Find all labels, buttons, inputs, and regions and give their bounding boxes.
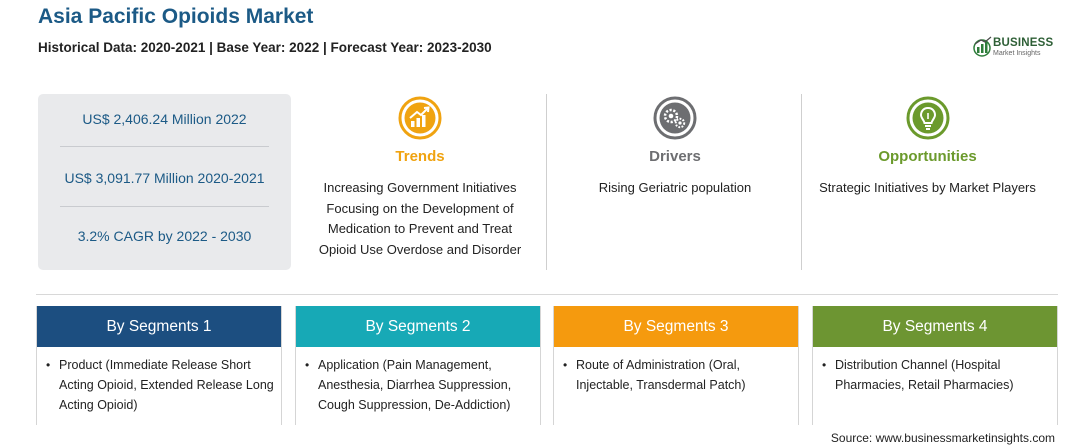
bar-chart-globe-icon	[973, 36, 992, 57]
stat-market-value-2020-2021: US$ 3,091.77 Million 2020-2021	[64, 170, 265, 186]
drivers-heading: Drivers	[649, 148, 701, 165]
segment-1-line: Product (Immediate Release Short	[59, 358, 251, 372]
segment-card-2: By Segments 2 • Application (Pain Manage…	[295, 306, 541, 425]
page-title: Asia Pacific Opioids Market	[38, 5, 314, 28]
stat-cagr: 3.2% CAGR by 2022 - 2030	[77, 228, 252, 244]
segment-3-body: • Route of Administration (Oral, Injecta…	[554, 347, 798, 395]
growth-chart-icon	[398, 96, 442, 140]
stat-divider	[60, 206, 269, 207]
trends-line: Opioid Use Overdose and Disorder	[318, 241, 522, 257]
segment-2-line: Cough Suppression, De-Addiction)	[318, 398, 511, 412]
logo-name: BUSINESS	[993, 37, 1054, 49]
segment-3-line: Injectable, Transdermal Patch)	[576, 378, 746, 392]
segment-card-3: By Segments 3 • Route of Administration …	[553, 306, 799, 425]
trends-text: Increasing Government Initiatives Focusi…	[300, 178, 540, 260]
segment-3-title: By Segments 3	[554, 306, 798, 347]
opportunities-line: Strategic Initiatives by Market Players	[819, 180, 1036, 195]
segment-4-line: Pharmacies, Retail Pharmacies)	[835, 378, 1014, 392]
section-divider	[36, 294, 1058, 295]
trends-heading: Trends	[395, 148, 445, 165]
bullet-icon: •	[305, 358, 310, 372]
segment-4-title: By Segments 4	[813, 306, 1057, 347]
segment-1-title: By Segments 1	[37, 306, 281, 347]
column-divider	[546, 94, 547, 270]
segment-card-4: By Segments 4 • Distribution Channel (Ho…	[812, 306, 1058, 425]
gears-icon	[653, 96, 697, 140]
trends-line: Increasing Government Initiatives	[323, 180, 517, 195]
company-logo: BUSINESS Market Insights	[973, 36, 1063, 62]
segment-1-body: • Product (Immediate Release Short Actin…	[37, 347, 281, 415]
segment-3-line: Route of Administration (Oral,	[576, 358, 740, 372]
trends-line: Medication to Prevent and Treat	[327, 221, 513, 236]
stat-market-value-2022: US$ 2,406.24 Million 2022	[82, 111, 247, 127]
lightbulb-icon	[906, 96, 950, 140]
trends-line: Focusing on the Development of	[326, 200, 514, 216]
segment-2-title: By Segments 2	[296, 306, 540, 347]
segment-2-body: • Application (Pain Management, Anesthes…	[296, 347, 540, 415]
opportunities-heading: Opportunities	[878, 148, 977, 165]
segment-2-line: Application (Pain Management,	[318, 358, 492, 372]
segment-1-line: Acting Opioid)	[59, 398, 138, 412]
column-divider	[801, 94, 802, 270]
logo-tagline: Market Insights	[993, 50, 1041, 57]
source-credit: Source: www.businessmarketinsights.com	[830, 431, 1055, 445]
segment-1-line: Acting Opioid, Extended Release Long	[59, 378, 274, 392]
drivers-line: Rising Geriatric population	[598, 180, 752, 195]
segment-4-line: Distribution Channel (Hospital	[835, 358, 1001, 372]
bullet-icon: •	[46, 358, 51, 372]
segment-2-line: Anesthesia, Diarrhea Suppression,	[318, 378, 512, 392]
stat-divider	[60, 146, 269, 147]
bullet-icon: •	[563, 358, 568, 372]
drivers-text: Rising Geriatric population	[556, 178, 794, 199]
opportunities-text: Strategic Initiatives by Market Players	[806, 178, 1049, 199]
segment-card-1: By Segments 1 • Product (Immediate Relea…	[36, 306, 282, 425]
page-subtitle: Historical Data: 2020-2021 | Base Year: …	[38, 40, 492, 55]
market-stats-panel: US$ 2,406.24 Million 2022 US$ 3,091.77 M…	[38, 94, 291, 270]
segment-4-body: • Distribution Channel (Hospital Pharmac…	[813, 347, 1057, 395]
bullet-icon: •	[822, 358, 827, 372]
